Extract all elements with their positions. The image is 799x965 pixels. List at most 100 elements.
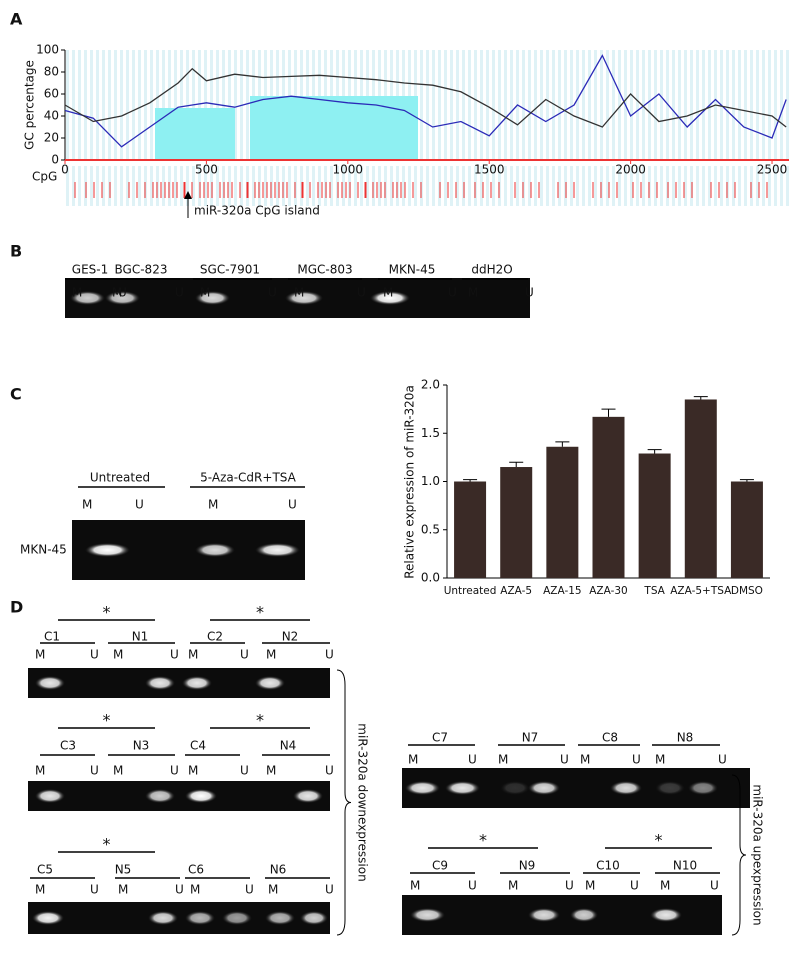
lane-label: U	[268, 286, 277, 300]
lane-label: M	[113, 764, 123, 778]
lane-group-label: N5	[115, 863, 132, 877]
lane-label: U	[630, 879, 639, 893]
lane-label: M	[188, 648, 198, 662]
lane-label: M	[268, 883, 278, 897]
lane-label: U	[288, 498, 297, 512]
x-tick-label: DMSO	[731, 585, 763, 597]
lane-label: U	[325, 883, 334, 897]
lane-label: U	[710, 879, 719, 893]
error-bar	[647, 449, 662, 454]
y-tick-label: 0	[51, 153, 59, 167]
y-tick-label: 1.5	[421, 426, 440, 440]
error-bar	[463, 479, 478, 482]
lane-group-label: MGC-803	[297, 263, 352, 277]
gel-band	[528, 781, 560, 795]
line-series	[64, 54, 787, 148]
gel-band	[405, 781, 440, 795]
lane-label: U	[448, 286, 457, 300]
x-tick-label: TSA	[643, 585, 665, 597]
bar	[638, 453, 671, 578]
lane-label: M	[188, 764, 198, 778]
lane-label: M	[35, 764, 45, 778]
cpg-island	[250, 96, 418, 160]
lane-group-label: C5	[37, 863, 53, 877]
lane-label: U	[118, 286, 127, 300]
gel-band	[105, 291, 140, 305]
lane-group-label: C7	[432, 731, 448, 745]
lane-label: M	[468, 286, 478, 300]
x-tick-label: AZA-30	[589, 585, 627, 597]
lane-label: U	[565, 879, 574, 893]
x-tick-label: AZA-15	[543, 585, 581, 597]
lane-label: U	[240, 764, 249, 778]
lane-group-label: MKN-45	[389, 263, 436, 277]
gel-band	[370, 291, 410, 305]
y-tick-label: 100	[36, 43, 59, 57]
gel-band	[35, 789, 65, 803]
gel-band	[185, 911, 215, 925]
lane-group-label: C4	[190, 739, 206, 753]
lane-label: U	[245, 883, 254, 897]
lane-group-label: N2	[282, 630, 299, 644]
error-bar	[693, 396, 708, 400]
y-tick-label: 1.0	[421, 474, 440, 488]
lane-group-label: C10	[596, 859, 620, 873]
lane-group-label: GES-1	[72, 263, 108, 277]
error-bar	[601, 408, 616, 417]
lane-group-label: C1	[44, 630, 60, 644]
y-tick-label: 40	[44, 109, 59, 123]
x-tick-label: Untreated	[444, 585, 497, 597]
lane-label: U	[718, 753, 727, 767]
cpg-track	[65, 166, 789, 206]
gel-band	[35, 676, 65, 690]
gel-band	[300, 911, 328, 925]
gel-band	[688, 781, 718, 795]
lane-label: M	[208, 498, 218, 512]
x-tick-label: 0	[61, 163, 69, 177]
y-tick-label: 2.0	[421, 378, 440, 392]
gel-band	[195, 543, 235, 557]
gel-band	[410, 908, 445, 922]
x-tick-label: 2500	[757, 163, 788, 177]
significance-star: *	[103, 711, 111, 730]
lane-label: U	[170, 648, 179, 662]
significance-star: *	[103, 603, 111, 622]
lane-group-label: N8	[677, 731, 694, 745]
lane-group-label: SGC-7901	[200, 263, 260, 277]
y-tick-label: 80	[44, 65, 59, 79]
gel-band	[255, 543, 300, 557]
lane-label: U	[175, 883, 184, 897]
lane-label: U	[468, 753, 477, 767]
lane-label: M	[294, 286, 304, 300]
lane-label: M	[72, 286, 82, 300]
gel-band	[182, 676, 212, 690]
lane-label: U	[240, 648, 249, 662]
bar	[546, 446, 579, 578]
gel-band	[255, 676, 285, 690]
error-bar	[739, 479, 754, 482]
lane-label: U	[90, 648, 99, 662]
lane-label: U	[90, 764, 99, 778]
x-tick-label: 1000	[333, 163, 364, 177]
lane-label: M	[408, 753, 418, 767]
lane-label: M	[35, 648, 45, 662]
panel-label: C	[10, 385, 22, 404]
lane-group-label: C9	[432, 859, 448, 873]
significance-star: *	[103, 835, 111, 854]
bar	[500, 467, 533, 578]
panel-label: A	[10, 10, 23, 29]
y-tick-label: 60	[44, 87, 59, 101]
lane-label: U	[560, 753, 569, 767]
gel-band	[148, 911, 178, 925]
x-tick-label: AZA-5	[500, 585, 532, 597]
gel-band	[293, 789, 323, 803]
error-bar	[509, 461, 524, 468]
gel-band	[285, 291, 323, 305]
gel-band	[528, 908, 560, 922]
lane-label: U	[175, 286, 184, 300]
lane-label: U	[357, 286, 366, 300]
brace	[336, 669, 352, 936]
significance-star: *	[655, 831, 663, 850]
gel-band	[32, 911, 64, 925]
